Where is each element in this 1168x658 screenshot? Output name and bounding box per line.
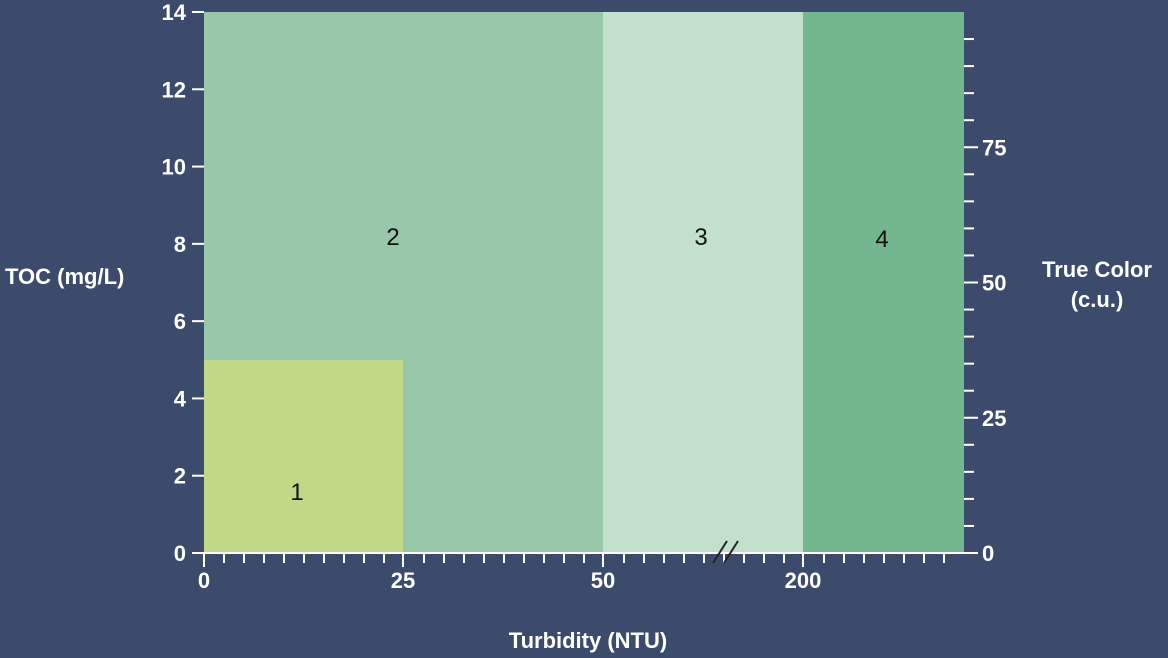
x-tick-label-200: 200: [785, 568, 822, 593]
x-axis-title: Turbidity (NTU): [509, 628, 667, 653]
y-tick-label-2: 2: [174, 464, 186, 489]
regions-layer: [204, 12, 964, 553]
axis-break-mark-b: [723, 540, 739, 564]
region-label-3: 3: [694, 224, 707, 251]
y2-tick-label-25: 25: [982, 406, 1006, 431]
y-tick-label-8: 8: [174, 232, 186, 257]
y2-tick-label-50: 50: [982, 271, 1006, 296]
y2-tick-label-75: 75: [982, 135, 1006, 160]
y-tick-label-10: 10: [162, 155, 186, 180]
region-4: [803, 12, 964, 553]
y-tick-label-12: 12: [162, 77, 186, 102]
region-3: [603, 12, 803, 553]
y-tick-label-0: 0: [174, 541, 186, 566]
region-1: [204, 359, 403, 553]
y-tick-label-14: 14: [162, 0, 187, 25]
region-label-4: 4: [875, 226, 888, 253]
x-tick-label-25: 25: [391, 568, 415, 593]
x-tick-label-0: 0: [198, 568, 210, 593]
labels-layer: 2 3 4 1: [290, 224, 888, 506]
y2-axis-title-line1: True Color: [1042, 257, 1152, 282]
y2-axis-title-line2: (c.u.): [1071, 287, 1124, 312]
x-tick-label-50: 50: [591, 568, 615, 593]
y-tick-label-4: 4: [174, 386, 187, 411]
y2-tick-label-0: 0: [982, 541, 994, 566]
axis-break-mark-a: [712, 540, 728, 564]
y-tick-label-6: 6: [174, 309, 186, 334]
y-axis-title: TOC (mg/L): [5, 264, 124, 289]
region-label-2: 2: [386, 224, 399, 251]
region-label-1: 1: [290, 479, 303, 506]
